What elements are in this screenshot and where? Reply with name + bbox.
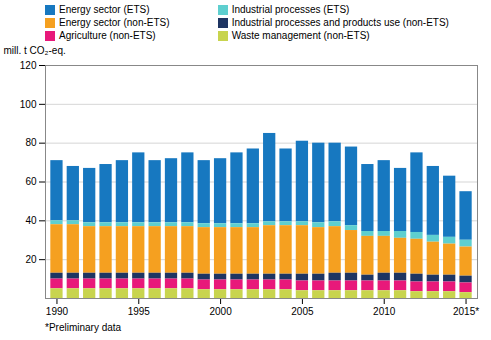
html-text:Waste management (non-ETS): Waste management (non-ETS) <box>231 30 370 41</box>
svg-text:120: 120 <box>20 60 37 71</box>
html-text:Industrial processes and produ: Industrial processes and products use (n… <box>231 17 449 28</box>
html-text:Energy sector (non-ETS): Energy sector (non-ETS) <box>59 17 170 28</box>
html-text:Energy sector (ETS): Energy sector (ETS) <box>59 4 150 15</box>
svg-text:2015*: 2015* <box>453 306 479 317</box>
svg-text:80: 80 <box>25 137 37 148</box>
svg-text:40: 40 <box>25 215 37 226</box>
svg-text:mill. t CO₂-eq.: mill. t CO₂-eq. <box>4 45 66 56</box>
svg-text:2010: 2010 <box>373 306 396 317</box>
svg-text:60: 60 <box>25 176 37 187</box>
svg-text:100: 100 <box>20 99 37 110</box>
svg-text:1995: 1995 <box>128 306 151 317</box>
svg-text:1990: 1990 <box>46 306 69 317</box>
html-text:Agriculture (non-ETS): Agriculture (non-ETS) <box>59 30 156 41</box>
html-text:*Preliminary data: *Preliminary data <box>45 322 122 333</box>
html-text:Industrial processes (ETS): Industrial processes (ETS) <box>231 4 350 15</box>
svg-text:2005: 2005 <box>291 306 314 317</box>
svg-text:20: 20 <box>25 254 37 265</box>
svg-text:2000: 2000 <box>209 306 232 317</box>
